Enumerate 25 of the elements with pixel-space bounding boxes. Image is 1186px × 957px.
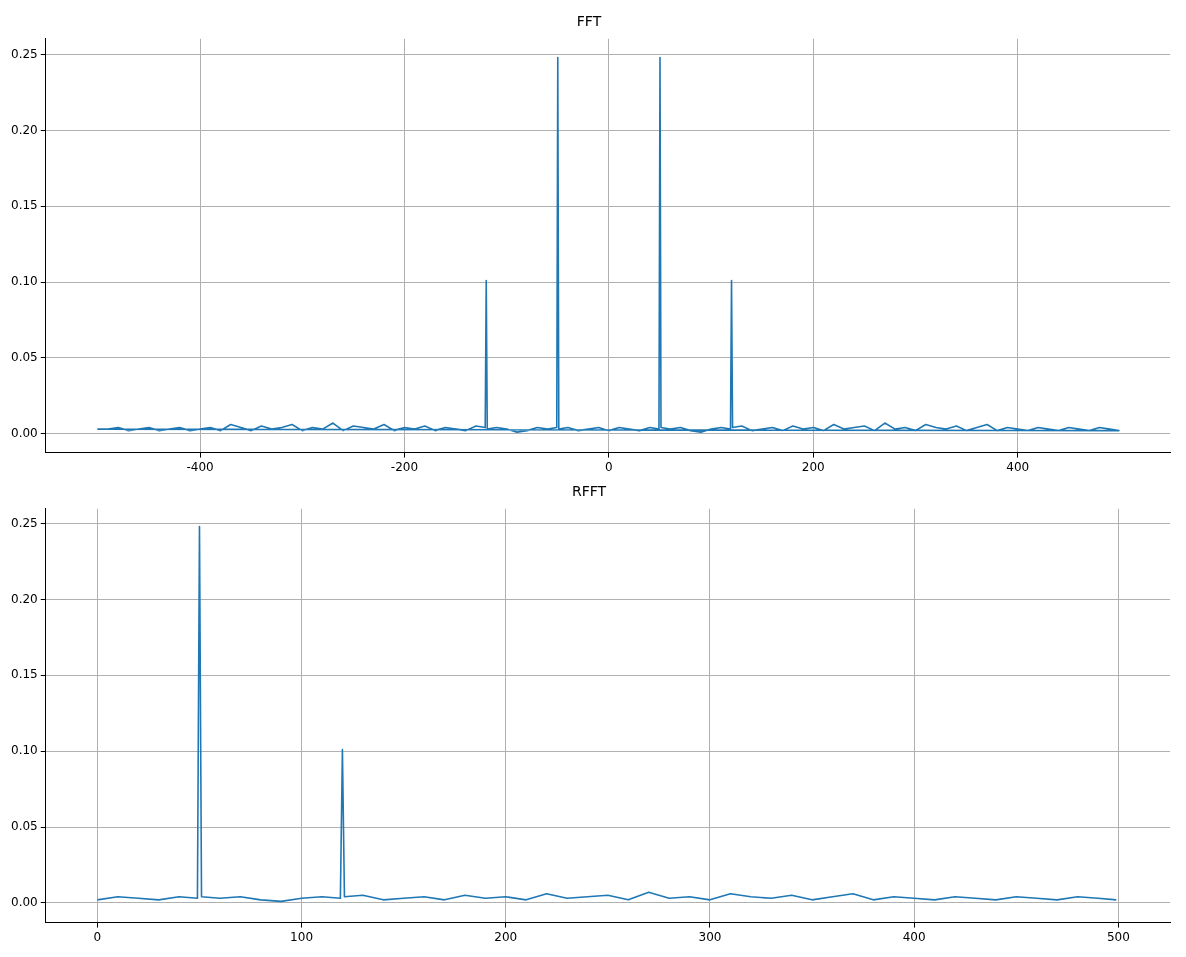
y-tick-label: 0.05 xyxy=(11,819,38,834)
y-tick-label: 0.00 xyxy=(11,895,38,909)
y-tick-label: 0.10 xyxy=(11,274,38,289)
y-tick-label: 0.05 xyxy=(11,349,38,364)
x-tick-label: 500 xyxy=(1106,929,1130,944)
chart-title: RFFT xyxy=(571,483,607,500)
x-tick-label: 0 xyxy=(605,459,613,474)
x-tick-label: -400 xyxy=(186,459,214,474)
y-tick-label: 0.25 xyxy=(11,46,38,61)
y-tick-label: 0.00 xyxy=(11,425,38,440)
x-tick-label: 200 xyxy=(494,929,518,944)
x-tick-label: 400 xyxy=(1006,459,1030,474)
x-tick-label: 400 xyxy=(902,929,926,944)
y-tick-label: 0.20 xyxy=(11,591,38,606)
x-tick-label: 0 xyxy=(93,929,102,944)
x-tick-label: -200 xyxy=(390,459,419,474)
x-tick-label: 200 xyxy=(801,459,825,474)
x-tick-label: 300 xyxy=(698,929,722,944)
y-tick-label: 0.25 xyxy=(11,515,38,530)
x-tick-label: 100 xyxy=(290,929,314,944)
y-tick-label: 0.15 xyxy=(11,198,38,213)
y-tick-label: 0.15 xyxy=(11,667,38,682)
y-tick-label: 0.10 xyxy=(11,743,38,758)
chart-title: FFT xyxy=(576,13,602,30)
y-tick-label: 0.20 xyxy=(11,122,38,137)
